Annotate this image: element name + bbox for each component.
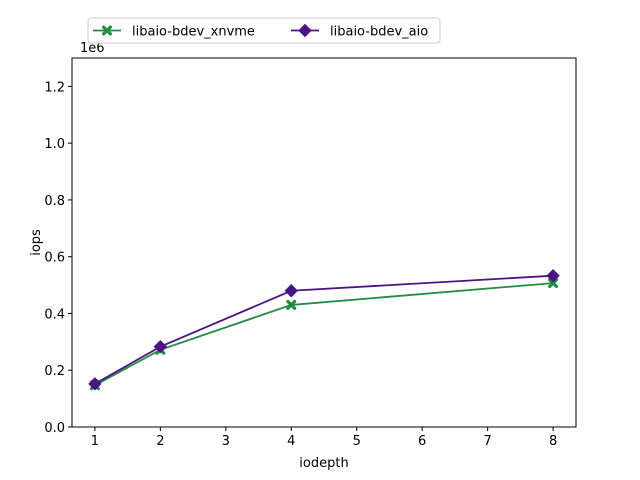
legend-frame xyxy=(87,17,441,44)
x-tick-label: 8 xyxy=(549,434,557,449)
y-tick-label: 0.2 xyxy=(44,364,65,379)
legend-entry: libaio-bdev_xnvme xyxy=(93,25,255,40)
x-tick-label: 5 xyxy=(353,434,361,449)
x-tick-label: 3 xyxy=(222,434,230,449)
x-tick-label: 7 xyxy=(483,434,491,449)
legend-label: libaio-bdev_xnvme xyxy=(132,25,255,40)
y-tick-label: 0.0 xyxy=(44,421,65,436)
legend-label: libaio-bdev_aio xyxy=(330,25,428,40)
plot-frame xyxy=(71,57,577,428)
series-line xyxy=(94,274,554,385)
y-tick-label: 1.0 xyxy=(44,137,65,152)
x-tick-label: 1 xyxy=(91,434,99,449)
y-axis-label: iops xyxy=(29,229,44,256)
series-line xyxy=(94,282,554,387)
data-point xyxy=(284,284,298,298)
legend-marker xyxy=(101,25,113,36)
x-tick-label: 2 xyxy=(156,434,164,449)
data-point xyxy=(546,269,560,283)
y-tick-label: 0.4 xyxy=(44,307,65,322)
data-point xyxy=(88,377,102,391)
x-tick-label: 6 xyxy=(418,434,426,449)
data-point xyxy=(286,299,297,310)
data-point xyxy=(548,278,559,289)
y-axis-offset-label: 1e6 xyxy=(80,41,105,56)
series-libaio-bdev_aio xyxy=(88,269,560,391)
y-tick-label: 0.6 xyxy=(44,251,65,266)
x-tick-label: 4 xyxy=(287,434,295,449)
legend-marker xyxy=(298,23,312,38)
y-tick-label: 1.2 xyxy=(44,80,65,95)
data-point xyxy=(153,339,168,354)
plot-area: 1 2 3 4 5 6 7 8 0.0 0.2 0.4 0.6 0.8 1.0 1.2 xyxy=(44,57,577,449)
legend: libaio-bdev_xnvme libaio-bdev_aio xyxy=(87,17,441,44)
y-tick-label: 0.8 xyxy=(44,194,65,209)
legend-entry: libaio-bdev_aio xyxy=(291,23,428,40)
x-axis-label: iodepth xyxy=(299,456,348,471)
